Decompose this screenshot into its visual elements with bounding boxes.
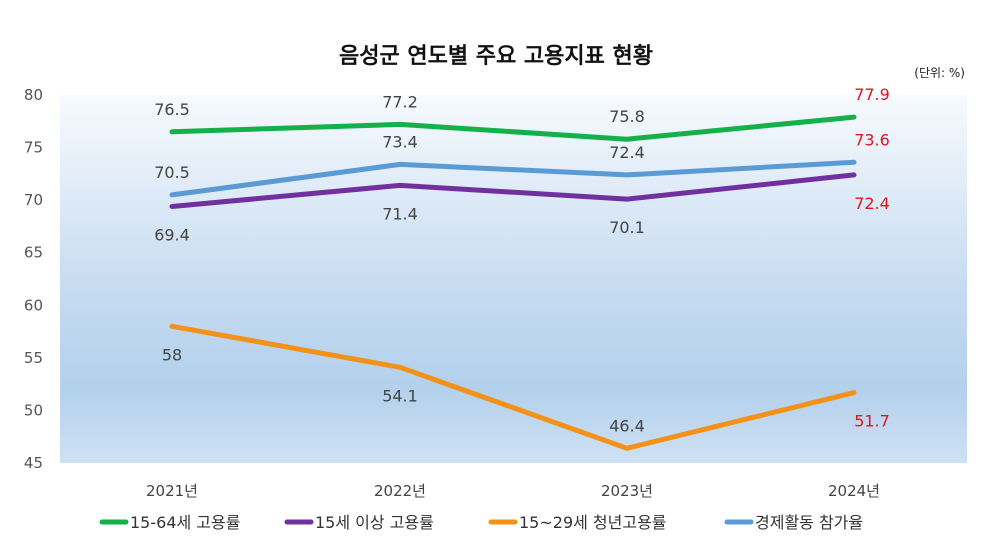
legend-label: 15세 이상 고용률 bbox=[315, 513, 434, 532]
data-label: 58 bbox=[162, 345, 182, 364]
x-tick-label: 2022년 bbox=[374, 482, 426, 500]
data-label: 77.2 bbox=[382, 92, 418, 111]
data-label: 76.5 bbox=[154, 100, 190, 119]
chart-title: 음성군 연도별 주요 고용지표 현황 bbox=[339, 44, 653, 69]
data-label: 70.5 bbox=[154, 163, 190, 182]
data-label: 73.4 bbox=[382, 132, 418, 151]
y-tick-label: 70 bbox=[24, 191, 43, 209]
x-tick-label: 2021년 bbox=[146, 482, 198, 500]
data-label: 77.9 bbox=[854, 85, 890, 104]
legend-item: 경제활동 참가율 bbox=[724, 513, 863, 532]
data-label: 51.7 bbox=[854, 412, 890, 431]
series-line-1 bbox=[169, 172, 857, 209]
legend-label: 15~29세 청년고용률 bbox=[519, 513, 667, 532]
x-tick-label: 2023년 bbox=[601, 482, 653, 500]
y-tick-label: 75 bbox=[24, 139, 43, 157]
x-tick-label: 2024년 bbox=[828, 482, 880, 500]
data-label: 75.8 bbox=[609, 107, 645, 126]
unit-note: (단위: %) bbox=[914, 66, 965, 80]
data-label: 72.4 bbox=[854, 194, 890, 213]
x-axis: 2021년 2022년 2023년 2024년 bbox=[146, 482, 880, 500]
data-labels: 76.5 77.2 75.8 77.9 69.4 71.4 70.1 72.4 58 54.1 46… bbox=[154, 85, 890, 435]
y-tick-label: 65 bbox=[24, 244, 43, 262]
y-tick-label: 60 bbox=[24, 296, 43, 314]
series-lines bbox=[169, 114, 857, 451]
series-line-2 bbox=[169, 323, 857, 451]
data-label: 72.4 bbox=[609, 143, 645, 162]
data-label: 70.1 bbox=[609, 218, 645, 237]
legend-label: 15-64세 고용률 bbox=[130, 513, 240, 532]
legend-item: 15~29세 청년고용률 bbox=[488, 513, 667, 532]
data-label: 46.4 bbox=[609, 416, 645, 435]
y-tick-label: 50 bbox=[24, 401, 43, 419]
y-tick-label: 45 bbox=[24, 454, 43, 472]
y-tick-label: 55 bbox=[24, 349, 43, 367]
data-label: 71.4 bbox=[382, 204, 418, 223]
data-label: 73.6 bbox=[854, 130, 890, 149]
data-label: 54.1 bbox=[382, 386, 418, 405]
y-axis: 45 50 55 60 65 70 75 80 bbox=[24, 86, 43, 472]
y-tick-label: 80 bbox=[24, 86, 43, 104]
series-line-3 bbox=[169, 159, 857, 198]
data-label: 69.4 bbox=[154, 225, 190, 244]
legend-item: 15-64세 고용률 bbox=[99, 513, 240, 532]
legend: 15-64세 고용률 15세 이상 고용률 15~29세 청년고용률 경제활동 참가율 bbox=[99, 513, 863, 532]
series-line-0 bbox=[169, 114, 857, 142]
legend-label: 경제활동 참가율 bbox=[755, 513, 863, 532]
legend-item: 15세 이상 고용률 bbox=[284, 513, 434, 532]
